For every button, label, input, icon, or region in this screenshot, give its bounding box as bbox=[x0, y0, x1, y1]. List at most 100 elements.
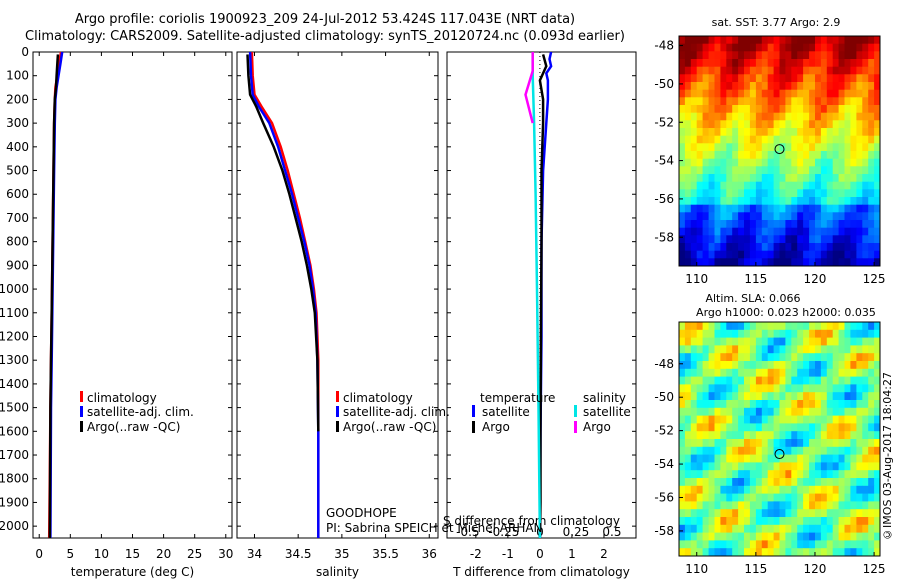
heatmap-cell bbox=[844, 423, 851, 432]
heatmap-cell bbox=[755, 143, 763, 152]
x-tick-label: 20 bbox=[156, 547, 171, 561]
heatmap-cell bbox=[684, 166, 692, 175]
heatmap-cell bbox=[767, 151, 775, 160]
heatmap-cell bbox=[720, 66, 727, 75]
heatmap-cell bbox=[862, 454, 869, 463]
heatmap-cell bbox=[803, 43, 810, 52]
heatmap-cell bbox=[862, 524, 869, 534]
heatmap-cell bbox=[708, 517, 715, 526]
heatmap-cell bbox=[749, 368, 757, 378]
heatmap-cell bbox=[809, 322, 816, 331]
heatmap-cell bbox=[708, 51, 715, 60]
heatmap-cell bbox=[874, 454, 881, 463]
heatmap-cell bbox=[726, 329, 733, 339]
heatmap-cell bbox=[809, 532, 816, 541]
heatmap-cell bbox=[779, 197, 786, 206]
heatmap-cell bbox=[868, 204, 875, 213]
heatmap-cell bbox=[815, 407, 822, 417]
heatmap-cell bbox=[755, 384, 763, 393]
heatmap-cell bbox=[749, 89, 757, 98]
heatmap-cell bbox=[809, 43, 816, 52]
heatmap-cell bbox=[785, 158, 792, 167]
heatmap-cell bbox=[690, 112, 698, 121]
heatmap-cell bbox=[690, 454, 698, 463]
heatmap-cell bbox=[791, 329, 798, 339]
heatmap-cell bbox=[779, 128, 786, 137]
heatmap-cell bbox=[738, 66, 745, 75]
heatmap-cell bbox=[732, 392, 739, 401]
heatmap-cell bbox=[708, 423, 715, 432]
heatmap-cell bbox=[809, 392, 816, 401]
heatmap-cell bbox=[732, 59, 739, 68]
heatmap-cell bbox=[791, 501, 798, 510]
heatmap-cell bbox=[832, 97, 840, 106]
heatmap-cell bbox=[767, 470, 775, 479]
heatmap-cell bbox=[832, 212, 840, 221]
heatmap-cell bbox=[844, 407, 851, 417]
heatmap-cell bbox=[838, 322, 845, 331]
heatmap-cell bbox=[856, 446, 863, 456]
heatmap-cell bbox=[862, 407, 869, 417]
heatmap-cell bbox=[785, 220, 792, 229]
heatmap-cell bbox=[749, 509, 757, 518]
heatmap-cell bbox=[755, 548, 763, 557]
heatmap-cell bbox=[797, 368, 804, 378]
heatmap-cell bbox=[708, 353, 715, 362]
heatmap-cell bbox=[820, 548, 828, 557]
heatmap-cell bbox=[761, 423, 769, 432]
heatmap-cell bbox=[815, 128, 822, 137]
map2-subtitle: Argo h1000: 0.023 h2000: 0.035 bbox=[696, 306, 876, 319]
heatmap-cell bbox=[809, 423, 816, 432]
heatmap-cell bbox=[755, 197, 763, 206]
heatmap-cell bbox=[803, 454, 810, 463]
heatmap-cell bbox=[785, 82, 792, 91]
heatmap-cell bbox=[773, 227, 780, 236]
heatmap-cell bbox=[874, 532, 881, 541]
heatmap-cell bbox=[815, 197, 822, 206]
heatmap-cell bbox=[726, 258, 733, 267]
heatmap-cell bbox=[838, 415, 845, 424]
heatmap-cell bbox=[862, 431, 869, 440]
heatmap-cell bbox=[856, 36, 863, 45]
heatmap-cell bbox=[679, 392, 686, 401]
heatmap-cell bbox=[749, 235, 757, 244]
heatmap-cell bbox=[779, 400, 786, 409]
heatmap-cell bbox=[749, 128, 757, 137]
heatmap-cell bbox=[679, 227, 686, 236]
heatmap-cell bbox=[738, 368, 745, 378]
heatmap-cell bbox=[809, 197, 816, 206]
heatmap-cell bbox=[679, 501, 686, 510]
heatmap-cell bbox=[820, 135, 828, 144]
heatmap-cell bbox=[690, 220, 698, 229]
heatmap-cell bbox=[844, 345, 851, 354]
heatmap-cell bbox=[803, 204, 810, 213]
legend-text: satellite-adj. clim. bbox=[343, 405, 450, 419]
heatmap-cell bbox=[868, 220, 875, 229]
heatmap-cell bbox=[773, 431, 780, 440]
heatmap-cell bbox=[720, 329, 727, 339]
heatmap-cell bbox=[738, 322, 745, 331]
y-tick-label: 1300 bbox=[0, 353, 29, 367]
heatmap-cell bbox=[862, 329, 869, 339]
heatmap-cell bbox=[838, 189, 845, 198]
heatmap-cell bbox=[815, 446, 822, 456]
heatmap-cell bbox=[856, 462, 863, 471]
heatmap-cell bbox=[726, 128, 733, 137]
heatmap-cell bbox=[820, 74, 828, 83]
heatmap-cell bbox=[820, 540, 828, 549]
heatmap-cell bbox=[862, 532, 869, 541]
heatmap-cell bbox=[844, 66, 851, 75]
heatmap-cell bbox=[850, 105, 857, 114]
heatmap-cell bbox=[767, 423, 775, 432]
heatmap-cell bbox=[726, 392, 733, 401]
heatmap-cell bbox=[690, 66, 698, 75]
heatmap-cell bbox=[856, 143, 863, 152]
heatmap-cell bbox=[690, 43, 698, 52]
heatmap-cell bbox=[744, 540, 751, 549]
heatmap-cell bbox=[732, 258, 739, 267]
heatmap-cell bbox=[690, 166, 698, 175]
heatmap-cell bbox=[690, 59, 698, 68]
x-tick-label: 36 bbox=[422, 547, 437, 561]
heatmap-cell bbox=[749, 322, 757, 331]
x-tick-label: 125 bbox=[863, 272, 886, 286]
